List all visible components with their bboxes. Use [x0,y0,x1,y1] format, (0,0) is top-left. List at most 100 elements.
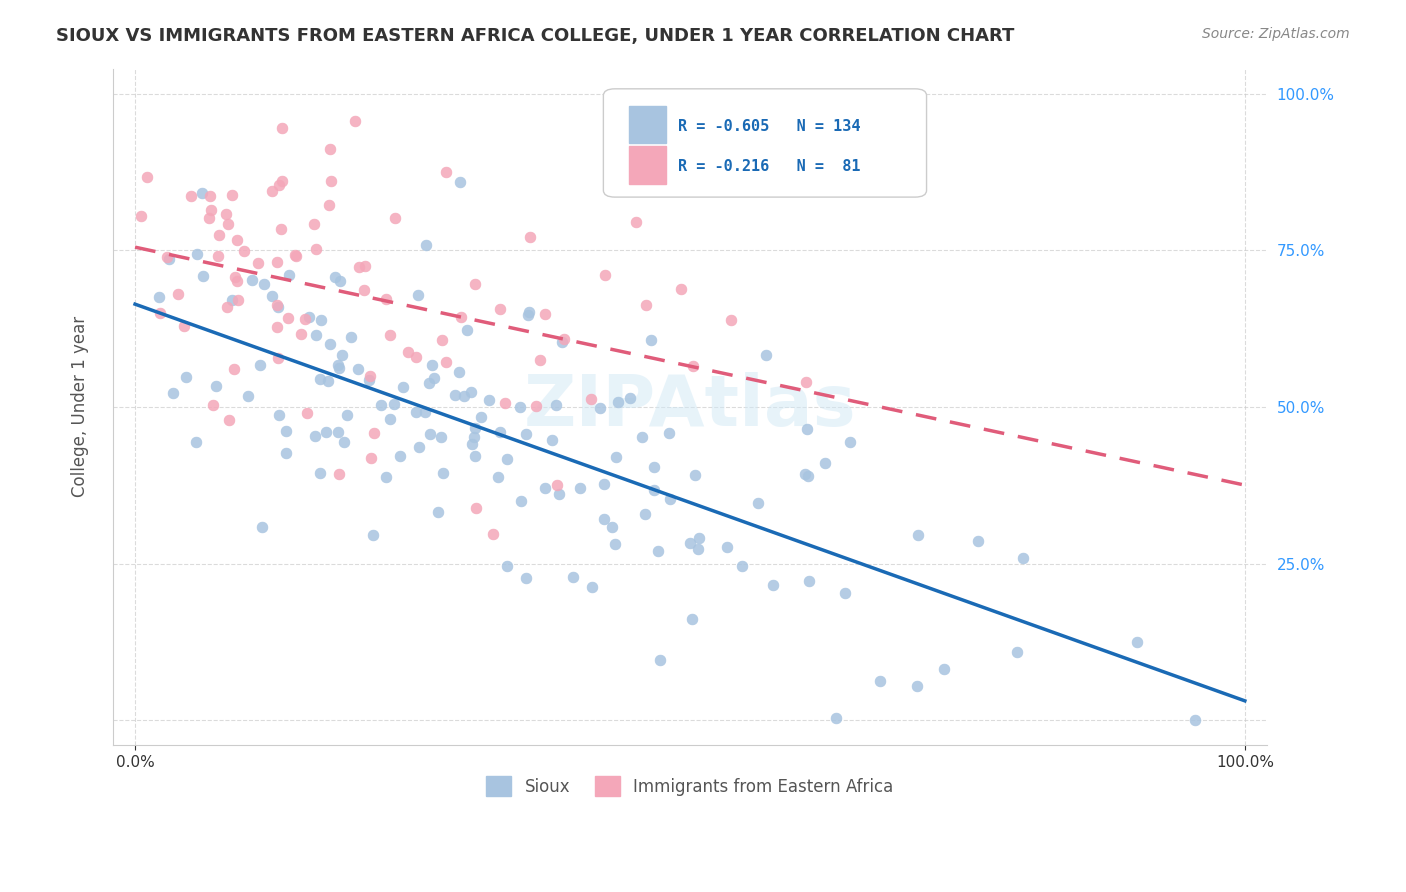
Point [592,477,614,491]
Point [606,394,628,409]
Point [305,242,328,256]
Point [269,408,291,422]
Point [553,332,575,346]
Point [276,424,298,438]
Point [619,391,641,405]
Text: SIOUX VS IMMIGRANTS FROM EASTERN AFRICA COLLEGE, UNDER 1 YEAR CORRELATION CHART: SIOUX VS IMMIGRANTS FROM EASTERN AFRICA … [56,27,1015,45]
Point [482,526,505,541]
Point [422,371,444,385]
Point [443,388,465,402]
Point [1184,713,1206,727]
Point [218,413,240,427]
Point [384,211,406,225]
Point [224,362,246,376]
Point [605,450,627,464]
Point [515,571,537,585]
Legend: Sioux, Immigrants from Eastern Africa: Sioux, Immigrants from Eastern Africa [478,768,903,805]
Point [157,252,180,266]
Point [464,449,486,463]
Point [285,249,308,263]
Point [600,519,623,533]
Point [186,247,208,261]
Point [495,452,517,467]
Point [478,393,501,408]
Point [389,449,412,463]
Point [434,355,457,369]
Point [592,512,614,526]
Point [319,336,342,351]
Point [180,189,202,203]
Point [267,351,290,366]
Point [515,427,537,442]
Point [129,209,152,223]
Point [797,468,820,483]
Point [658,426,681,441]
Point [415,405,437,419]
Point [562,570,585,584]
Point [328,360,350,375]
Point [271,174,294,188]
Point [796,422,818,436]
Point [581,392,603,406]
Point [464,277,486,292]
Point [266,255,288,269]
Bar [628,146,665,184]
Point [318,198,340,212]
Point [321,174,343,188]
Point [224,270,246,285]
Point [932,662,955,676]
Point [266,320,288,334]
Point [405,351,427,365]
Point [486,470,509,484]
Point [464,501,486,516]
Text: R = -0.216   N =  81: R = -0.216 N = 81 [679,159,860,174]
Point [363,425,385,440]
Point [340,330,363,344]
Point [418,376,440,391]
Point [648,653,671,667]
Point [267,300,290,314]
Point [392,380,415,394]
Point [205,379,228,393]
FancyBboxPatch shape [603,89,927,197]
Point [396,345,419,359]
Point [226,293,249,307]
Point [430,333,453,347]
Point [200,203,222,218]
Point [270,221,292,235]
Point [533,307,555,321]
Point [541,433,564,447]
Point [534,481,557,495]
Point [378,328,401,343]
Point [967,534,990,549]
Point [488,302,510,317]
Point [250,519,273,533]
Point [839,435,862,450]
Point [408,440,430,454]
Point [284,248,307,262]
Point [380,412,402,426]
Point [328,358,350,372]
Point [640,333,662,347]
Point [207,249,229,263]
Point [589,401,612,416]
Point [316,374,339,388]
Point [825,711,848,725]
Point [427,505,450,519]
Point [308,371,330,385]
Point [794,467,817,481]
Point [240,273,263,287]
Point [544,398,567,412]
Point [274,446,297,460]
Point [681,612,703,626]
Point [529,353,551,368]
Point [449,175,471,189]
Point [308,466,330,480]
Point [643,459,665,474]
Point [517,308,540,322]
Point [370,398,392,412]
Point [461,437,484,451]
Point [215,206,238,220]
Point [450,310,472,324]
Point [198,211,221,225]
